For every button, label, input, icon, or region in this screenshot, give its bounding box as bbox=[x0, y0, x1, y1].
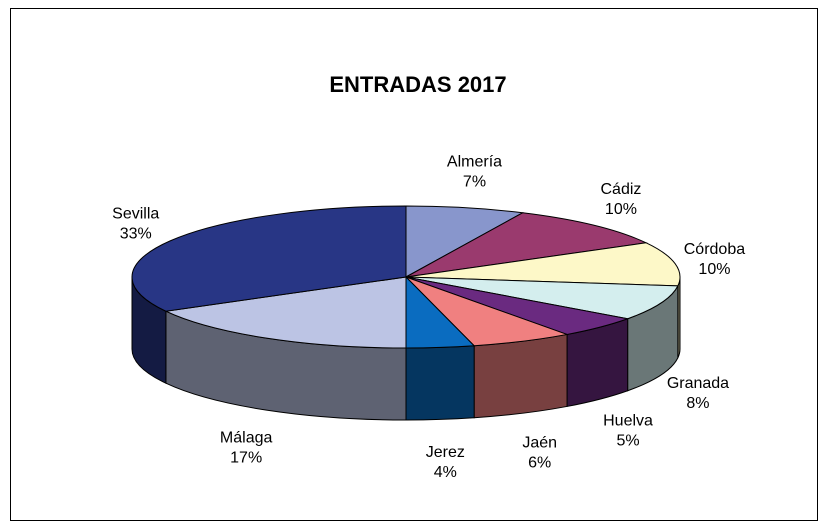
slice-label-name: Sevilla bbox=[112, 205, 159, 222]
slice-label-value: 6% bbox=[528, 454, 551, 471]
slice-label-name: Jerez bbox=[426, 444, 465, 461]
slice-side bbox=[405, 345, 475, 421]
slice-label-name: Cádiz bbox=[600, 181, 641, 198]
chart-title: ENTRADAS 2017 bbox=[329, 72, 506, 97]
slice bbox=[405, 212, 648, 278]
slice bbox=[405, 205, 525, 278]
slice-label-name: Huelva bbox=[603, 412, 653, 429]
slice-label-name: Jaén bbox=[522, 434, 557, 451]
slice-label-name: Almería bbox=[447, 154, 502, 171]
slice bbox=[405, 276, 679, 320]
slice-label-value: 10% bbox=[605, 201, 637, 218]
slice-label-value: 4% bbox=[434, 464, 457, 481]
slice bbox=[405, 242, 681, 287]
slice bbox=[164, 276, 407, 349]
slice-label-value: 17% bbox=[230, 450, 262, 467]
slice-label-name: Córdoba bbox=[684, 241, 745, 258]
slice-label-value: 33% bbox=[120, 225, 152, 242]
slice-label-value: 8% bbox=[686, 395, 709, 412]
slice-label-name: Granada bbox=[667, 375, 729, 392]
slice-label-value: 5% bbox=[616, 432, 639, 449]
slice-label-value: 7% bbox=[463, 174, 486, 191]
slice-side bbox=[473, 333, 568, 419]
slice-label-name: Málaga bbox=[220, 430, 273, 447]
slice-label-value: 10% bbox=[698, 261, 730, 278]
slice bbox=[131, 205, 407, 312]
